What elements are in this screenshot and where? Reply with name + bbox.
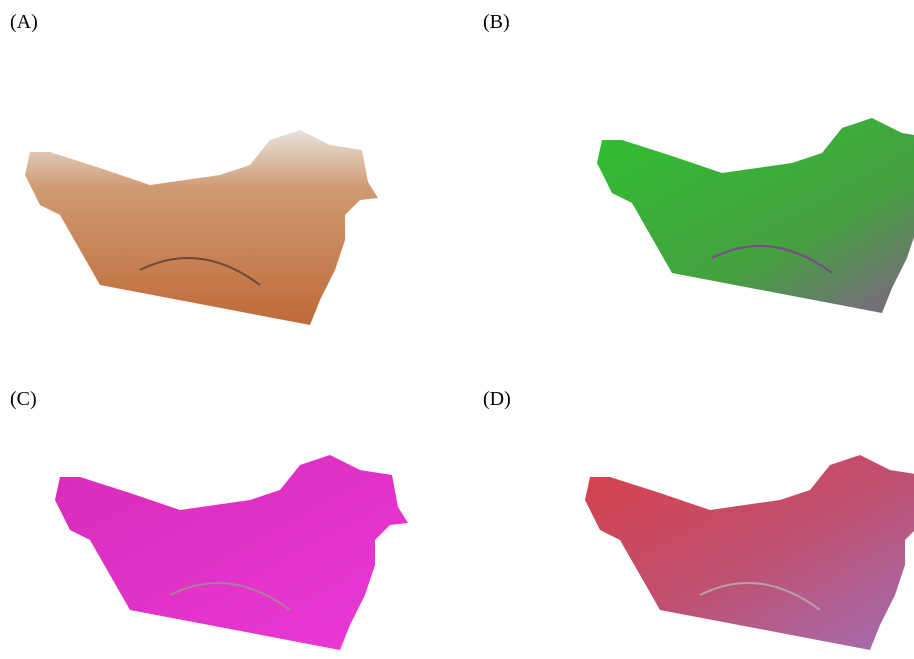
- figure: (A) (B) (C) (D): [0, 0, 914, 659]
- panel-label: (C): [10, 388, 37, 410]
- panel-b-image: [597, 118, 914, 313]
- panel-c-image: [55, 455, 408, 650]
- panel-label: (B): [483, 11, 510, 33]
- panel-d-image: [585, 455, 914, 650]
- panel-label: (D): [483, 388, 511, 410]
- panel-label: (A): [10, 11, 38, 33]
- panel-a-image: [25, 130, 378, 325]
